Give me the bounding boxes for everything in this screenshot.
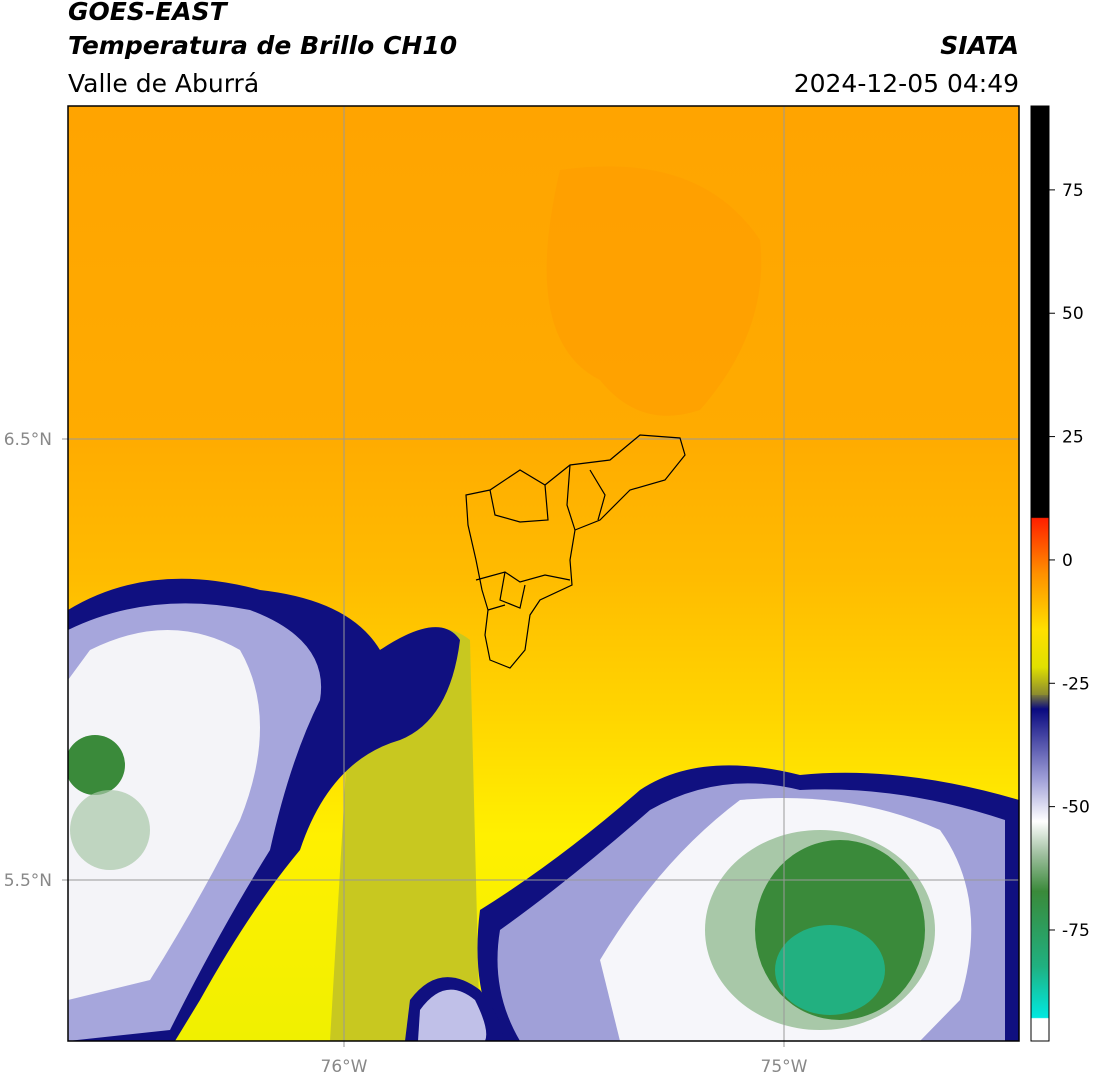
- source: SIATA: [940, 31, 1019, 60]
- lon-label: 75°W: [761, 1057, 808, 1077]
- lon-label: 76°W: [321, 1057, 368, 1077]
- graticule: [62, 106, 1019, 1047]
- region: Valle de Aburrá: [68, 69, 259, 98]
- lat-label: 6.5°N: [4, 430, 52, 450]
- colorbar-tick-label: 0: [1062, 551, 1073, 571]
- colorbar-tick-label: 25: [1062, 428, 1084, 448]
- title: GOES-EAST: [68, 0, 229, 26]
- colorbar-tick-label: 50: [1062, 304, 1084, 324]
- map-frame: [67, 105, 1020, 1042]
- map-image: [68, 106, 1019, 1041]
- subtitle: Temperatura de Brillo CH10: [68, 31, 457, 60]
- colorbar-tick-label: 75: [1062, 181, 1084, 201]
- datetime: 2024-12-05 04:49: [794, 69, 1019, 98]
- valle-de-aburra-outline: [465, 434, 686, 669]
- colorbar-tick-label: -75: [1062, 921, 1090, 941]
- colorbar-tick-label: -50: [1062, 798, 1090, 818]
- colorbar-tick-label: -25: [1062, 674, 1090, 694]
- colorbar: [1030, 105, 1050, 1042]
- lat-label: 5.5°N: [4, 871, 52, 891]
